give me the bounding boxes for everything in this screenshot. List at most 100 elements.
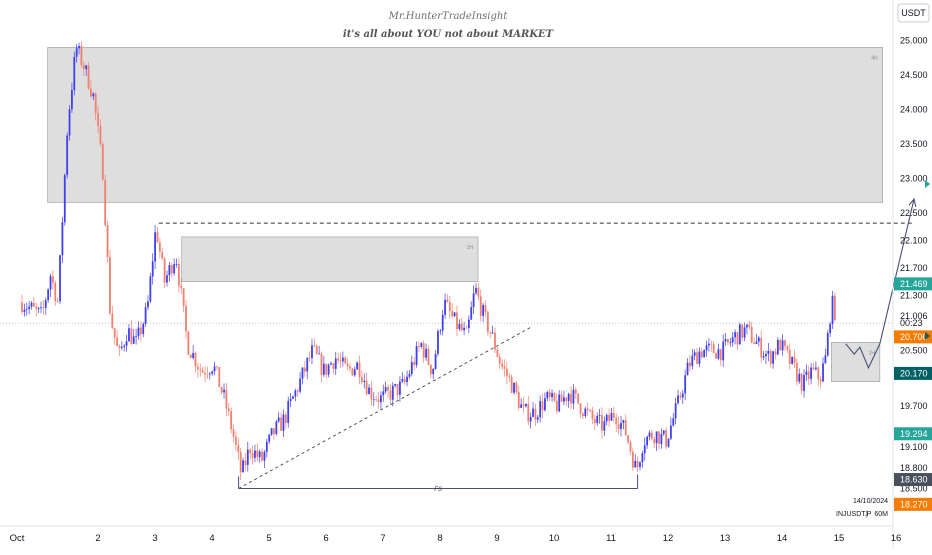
- candle-body: [422, 343, 425, 358]
- candle-body: [265, 441, 268, 452]
- projection-path: [845, 198, 915, 370]
- zone-box: [831, 342, 881, 382]
- x-tick-label: 12: [663, 533, 674, 544]
- candle-body: [251, 453, 254, 458]
- candle-body: [501, 363, 504, 367]
- candle-body: [128, 328, 130, 342]
- candle-body: [370, 387, 373, 400]
- x-axis[interactable]: Oct 2 3 4 5 6 7 8 9 10 11 12 13 14 15 16: [10, 533, 902, 544]
- y-tick-label: 25.000: [900, 36, 928, 46]
- y-tick-label: 21.700: [900, 263, 928, 273]
- candle-body: [135, 336, 137, 337]
- candle-body: [774, 351, 777, 355]
- candle-body: [451, 310, 454, 317]
- candle-body: [185, 306, 187, 332]
- candle-body: [767, 350, 770, 354]
- candle-body: [313, 345, 316, 347]
- candle-body: [677, 395, 679, 404]
- candle-body: [104, 179, 107, 226]
- candle-body: [232, 429, 235, 437]
- currency-button-label[interactable]: USDT: [901, 8, 926, 18]
- candle-body: [470, 307, 473, 320]
- candle-body: [413, 362, 416, 365]
- candle-body: [605, 414, 608, 422]
- y-tick-label: 18.500: [900, 484, 928, 494]
- candle-body: [315, 345, 318, 354]
- currency-button[interactable]: USDT: [897, 3, 930, 23]
- candle-body: [539, 401, 542, 418]
- currency-button-frame[interactable]: [897, 3, 930, 23]
- candle-body: [465, 327, 468, 329]
- candle-body: [717, 349, 720, 359]
- candle-body: [120, 346, 123, 349]
- candle-body: [494, 332, 496, 350]
- candle-body: [698, 351, 701, 364]
- x-tick-label: 5: [266, 533, 271, 544]
- candle-body: [275, 421, 278, 434]
- candle-body: [235, 436, 237, 445]
- zone-box: [181, 236, 479, 283]
- y-tick-label: 22.100: [900, 235, 928, 245]
- candle-body: [755, 341, 758, 344]
- candle-body: [384, 387, 387, 392]
- y-tick-label: 22.500: [900, 208, 928, 218]
- candle-body: [736, 332, 739, 345]
- candle-body: [28, 306, 31, 309]
- candle-body: [218, 366, 221, 388]
- candle-body: [508, 376, 511, 378]
- candle-body: [223, 389, 225, 393]
- watermark-author: Mr.HunterTradeInsight: [388, 11, 509, 22]
- candle-body: [368, 387, 370, 395]
- candle-body: [341, 357, 344, 362]
- candle-body: [372, 399, 375, 401]
- price-tag-text: 18.270: [900, 499, 928, 509]
- candle-body: [719, 349, 722, 361]
- candle-body: [536, 417, 539, 420]
- candle-body: [463, 327, 466, 331]
- x-tick-label: 2: [95, 533, 100, 544]
- x-tick-label: 3: [152, 533, 157, 544]
- candle-body: [643, 445, 646, 454]
- candle-body: [572, 389, 575, 404]
- candle-body: [322, 363, 325, 375]
- candle-body: [132, 336, 135, 344]
- candle-body: [738, 324, 741, 345]
- candle-body: [292, 396, 294, 399]
- candle-body: [356, 362, 359, 370]
- candle-body: [662, 430, 665, 434]
- candle-body: [674, 403, 677, 419]
- candle-body: [268, 434, 271, 442]
- support-trendline: [238, 326, 533, 489]
- candle-body: [97, 112, 99, 126]
- candle-body: [641, 453, 644, 463]
- candle-body: [154, 232, 157, 262]
- candle-body: [80, 45, 83, 65]
- candle-body: [280, 417, 282, 431]
- candles-layer: [21, 41, 836, 481]
- candle-body: [522, 404, 525, 407]
- candle-body: [479, 296, 482, 316]
- y-axis[interactable]: 25.000 24.500 24.000 23.500 23.000 22.500 22.1…: [900, 36, 928, 494]
- candle-body: [87, 65, 90, 89]
- candle-body: [375, 399, 378, 401]
- candle-body: [237, 444, 240, 453]
- candle-body: [158, 242, 161, 252]
- candle-body: [814, 367, 817, 370]
- candle-body: [325, 363, 328, 375]
- candle-body: [175, 263, 178, 265]
- candle-body: [653, 438, 656, 444]
- candle-body: [49, 276, 52, 290]
- candle-body: [757, 337, 760, 342]
- candle-body: [434, 353, 437, 369]
- candle-body: [377, 399, 380, 403]
- x-tick-label: Oct: [10, 533, 25, 544]
- candle-body: [548, 391, 551, 398]
- candle-body: [225, 389, 228, 409]
- candle-body: [624, 420, 627, 436]
- candle-body: [762, 356, 765, 358]
- candle-body: [582, 413, 584, 416]
- candle-body: [715, 353, 717, 359]
- candle-body: [650, 432, 653, 439]
